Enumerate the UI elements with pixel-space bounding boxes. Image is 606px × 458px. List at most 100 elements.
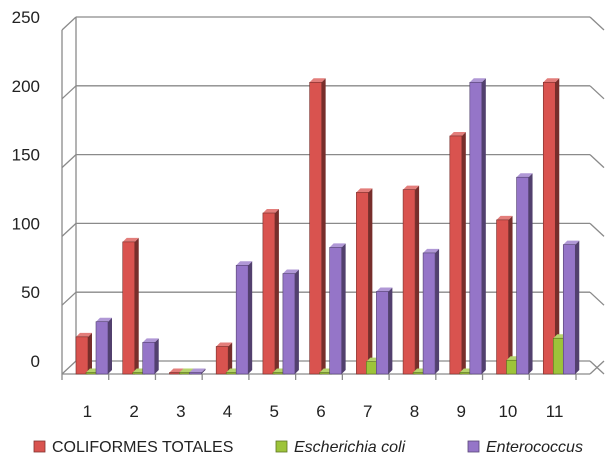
bar-top: [329, 243, 346, 248]
bar-top: [563, 240, 580, 245]
bar-front: [356, 192, 369, 375]
legend-label: COLIFORMES TOTALES: [52, 439, 233, 456]
bar-top: [516, 173, 533, 178]
bar-top: [282, 269, 299, 274]
bar: [309, 78, 326, 375]
legend-label: Escherichia coli: [294, 439, 406, 456]
legend-item: COLIFORMES TOTALES: [33, 439, 233, 456]
bar-side: [435, 248, 440, 374]
bar-top: [76, 332, 92, 337]
bar-side: [341, 243, 346, 374]
x-tick-label: 7: [363, 402, 372, 421]
bar: [95, 317, 112, 375]
bar: [469, 78, 486, 375]
x-tick-label: 3: [176, 402, 185, 421]
bar-front: [122, 241, 136, 375]
bar-top: [423, 248, 440, 253]
x-tick-label: 5: [270, 402, 279, 421]
gridline-wall: [61, 291, 77, 306]
legend-label: Enterococcus: [486, 439, 583, 456]
gridline-wall: [61, 16, 77, 31]
gridline-side: [589, 222, 605, 237]
bar: [422, 248, 440, 375]
bar-top: [309, 78, 326, 83]
gridline-side: [589, 154, 605, 169]
bar-front: [142, 342, 156, 375]
bar-front: [469, 81, 483, 375]
bar: [542, 78, 560, 375]
gridline-wall: [61, 154, 77, 169]
bar-side: [508, 215, 513, 374]
bar: [562, 240, 580, 375]
x-tick-label: 4: [223, 402, 232, 421]
x-tick-label: 9: [456, 402, 465, 421]
bar-top: [403, 185, 420, 190]
bar-front: [215, 346, 229, 375]
bar-front: [496, 219, 509, 375]
bars: [75, 78, 580, 375]
x-tick-label: 10: [498, 402, 517, 421]
bar-side: [368, 188, 373, 374]
legend-swatch: [33, 440, 46, 453]
bar: [215, 342, 233, 375]
legend: COLIFORMES TOTALES Escherichia coli Entero…: [33, 439, 583, 456]
bar-side: [154, 338, 159, 374]
bar: [496, 215, 513, 375]
bar-top: [496, 215, 513, 220]
y-tick-label: 200: [12, 77, 40, 96]
bar-top: [189, 368, 206, 373]
bar-side: [294, 269, 299, 374]
x-tick-label: 8: [410, 402, 419, 421]
bar-top: [543, 78, 560, 83]
y-tick-label: 100: [12, 214, 40, 233]
legend-swatch: [275, 440, 288, 453]
bar-front: [449, 135, 463, 375]
bar: [449, 131, 466, 375]
bar-front: [235, 264, 249, 375]
y-tick-label: 250: [12, 8, 40, 27]
bar: [356, 188, 373, 375]
bar-front: [376, 291, 389, 375]
bar-side: [321, 78, 326, 375]
bar-side: [528, 173, 533, 374]
grid: [61, 16, 605, 375]
x-tick-label: 6: [316, 402, 325, 421]
bar-front: [282, 273, 296, 375]
bar-side: [481, 78, 486, 375]
bar-top: [236, 261, 253, 266]
bar-front: [329, 247, 342, 375]
bar-side: [201, 368, 206, 374]
bar-top: [216, 342, 233, 347]
gridline-wall: [61, 222, 77, 237]
bar-side: [555, 78, 560, 375]
legend-item: Enterococcus: [467, 439, 583, 456]
y-tick-label: 0: [31, 352, 40, 371]
bar-front: [402, 189, 416, 375]
bar-top: [449, 131, 466, 136]
bar-front: [75, 336, 89, 375]
gridline-side: [589, 85, 605, 100]
bar-front: [95, 321, 109, 375]
bar-side: [415, 185, 420, 374]
bar-front: [516, 176, 529, 375]
bar-side: [228, 342, 233, 374]
bar-top: [122, 237, 139, 242]
bar-top: [262, 209, 279, 214]
legend-item: Escherichia coli: [275, 439, 406, 456]
bar-side: [88, 332, 92, 374]
bar-top: [376, 287, 393, 292]
bar-front: [309, 81, 322, 375]
bar-side: [575, 240, 580, 374]
bar: [329, 243, 346, 375]
gridline-wall: [61, 360, 77, 375]
y-tick-label: 150: [12, 146, 40, 165]
bar: [376, 287, 393, 375]
bar-side: [388, 287, 393, 374]
x-tick-label: 2: [129, 402, 138, 421]
bar-side: [461, 131, 466, 374]
bar: [75, 332, 92, 375]
bar-front: [562, 244, 576, 375]
gridline-wall: [61, 85, 77, 100]
bar: [142, 338, 159, 375]
